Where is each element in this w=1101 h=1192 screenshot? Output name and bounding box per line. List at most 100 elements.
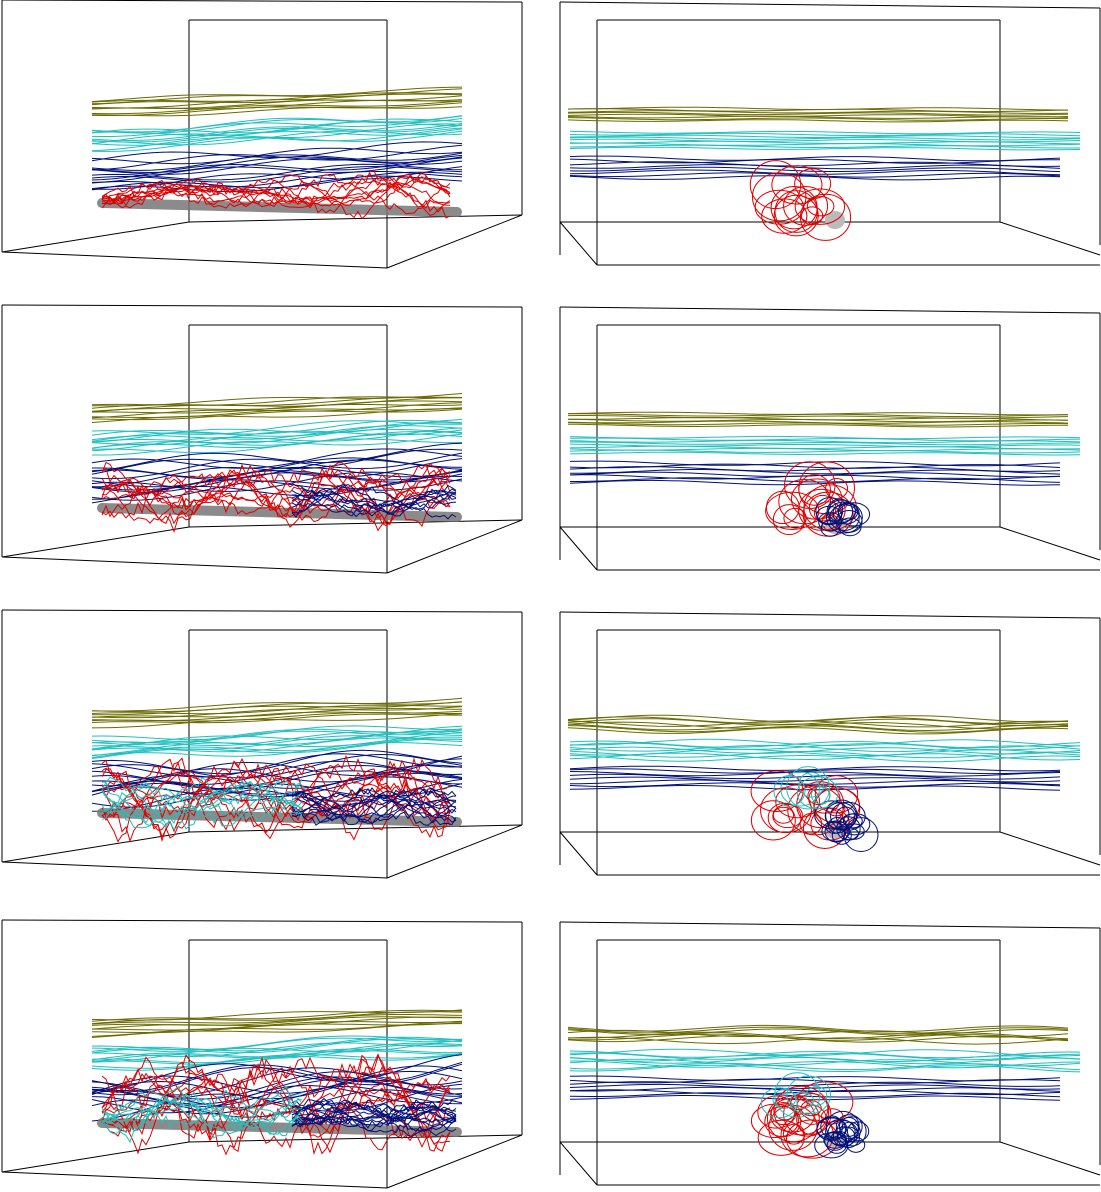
box-edge	[1, 0, 523, 3]
field-loop	[780, 771, 820, 807]
box-edge	[1, 304, 523, 308]
field-line	[569, 435, 1081, 440]
field-line	[91, 1039, 463, 1063]
field-line	[91, 127, 463, 152]
flux-tube	[97, 198, 462, 217]
field-line	[291, 791, 457, 823]
field-line	[101, 1092, 303, 1135]
field-line	[291, 1109, 457, 1126]
box-edge	[559, 831, 598, 876]
field-loop	[798, 771, 825, 798]
field-line	[291, 483, 457, 520]
field-line	[569, 169, 1061, 176]
field-loop	[805, 1086, 828, 1106]
field-line	[569, 479, 1061, 486]
field-loop	[765, 490, 800, 525]
field-line	[567, 727, 1069, 735]
panel-right	[559, 611, 1101, 876]
field-line	[91, 1009, 463, 1022]
field-line	[567, 111, 1069, 116]
field-line	[91, 1052, 463, 1069]
field-line	[101, 461, 451, 533]
field-line	[569, 765, 1061, 772]
field-line	[101, 177, 451, 209]
field-line	[569, 439, 1081, 444]
box-edge	[559, 611, 1101, 619]
field-line	[569, 146, 1081, 151]
field-line	[567, 119, 1069, 123]
field-line	[91, 738, 463, 759]
box-edge	[386, 824, 523, 879]
field-line	[91, 425, 463, 441]
field-line	[567, 117, 1069, 121]
box-edge	[188, 519, 523, 528]
field-loop	[783, 507, 807, 529]
field-line	[291, 1101, 457, 1125]
box-edge	[559, 306, 1101, 314]
field-line	[569, 136, 1081, 141]
field-line	[91, 1054, 463, 1092]
field-loop	[773, 775, 806, 807]
field-line	[91, 99, 463, 110]
field-line	[91, 753, 463, 779]
field-line	[91, 713, 463, 729]
field-line	[91, 175, 463, 193]
field-line	[291, 787, 457, 825]
field-line	[101, 178, 451, 207]
field-line	[101, 1053, 451, 1156]
field-line	[568, 423, 1069, 428]
field-line	[291, 484, 457, 518]
field-line	[91, 408, 462, 423]
field-line	[101, 180, 451, 209]
field-line	[91, 729, 463, 746]
field-loop	[827, 499, 856, 523]
field-loop	[825, 501, 863, 534]
field-loop	[825, 478, 849, 499]
field-line	[91, 711, 463, 722]
box-edge	[999, 526, 1101, 561]
field-line	[91, 396, 463, 409]
field-loop	[754, 189, 805, 225]
field-loop	[772, 1089, 796, 1109]
field-line	[91, 732, 463, 756]
field-line	[569, 1089, 1061, 1096]
field-line	[91, 154, 463, 181]
field-line	[569, 1050, 1081, 1059]
field-line	[92, 433, 463, 456]
field-line	[91, 95, 463, 109]
field-line	[291, 489, 457, 509]
field-line	[91, 130, 463, 152]
box-edge	[386, 214, 523, 269]
field-line	[101, 174, 451, 209]
box-edge	[1, 221, 190, 253]
field-loop	[799, 193, 852, 241]
field-line	[101, 1102, 303, 1125]
field-line	[91, 1070, 463, 1100]
box-edge	[999, 831, 1101, 866]
field-line	[567, 1026, 1069, 1034]
field-line	[569, 445, 1081, 450]
field-line	[91, 742, 463, 757]
field-line	[569, 771, 1061, 777]
field-line	[569, 1057, 1081, 1065]
field-line	[91, 408, 463, 421]
field-line	[91, 1038, 463, 1054]
field-loop	[766, 1095, 820, 1143]
field-line	[91, 1035, 463, 1051]
field-line	[91, 106, 463, 117]
field-line	[91, 1050, 463, 1065]
field-line	[101, 1058, 451, 1148]
box-edge	[1, 831, 190, 863]
field-line	[91, 760, 463, 786]
field-line	[291, 490, 457, 509]
field-line	[91, 124, 463, 143]
field-line	[91, 115, 463, 133]
field-loop	[835, 1114, 863, 1140]
field-line	[101, 774, 451, 821]
field-line	[101, 177, 451, 205]
field-line	[291, 787, 457, 826]
box-edge	[999, 1141, 1101, 1176]
field-line	[101, 777, 303, 829]
field-line	[91, 420, 463, 435]
field-line	[567, 723, 1069, 732]
